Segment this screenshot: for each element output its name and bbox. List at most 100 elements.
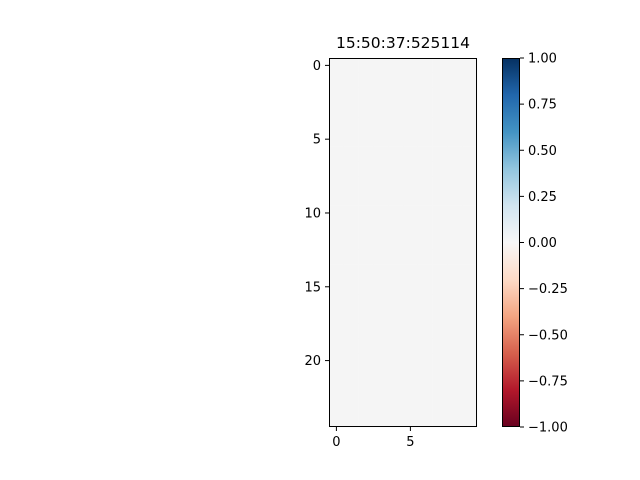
heatmap-cell (358, 146, 374, 162)
heatmap-cell (343, 294, 359, 310)
heatmap-cell (432, 264, 448, 280)
heatmap-cell (343, 249, 359, 265)
heatmap-cell (358, 294, 374, 310)
colorbar-tick-label: 0.50 (528, 144, 557, 159)
heatmap-cell (403, 117, 419, 133)
heatmap-cell (343, 279, 359, 295)
heatmap-cell (388, 190, 404, 206)
heatmap-cell (403, 279, 419, 295)
heatmap-cell (343, 382, 359, 398)
heatmap-cell (447, 102, 463, 118)
heatmap-cell (403, 264, 419, 280)
heatmap-cell (388, 131, 404, 147)
heatmap-cell (447, 235, 463, 251)
heatmap-cell (329, 102, 345, 118)
heatmap-cell (358, 382, 374, 398)
heatmap-cell (329, 58, 345, 74)
heatmap-cell (358, 190, 374, 206)
heatmap-cell (358, 367, 374, 384)
heatmap-cell (417, 176, 433, 192)
heatmap-cell (373, 382, 389, 398)
heatmap-cell (358, 102, 374, 118)
chart-title: 15:50:37:525114 (336, 34, 470, 52)
heatmap-cell (343, 161, 359, 177)
y-tick-label: 5 (313, 133, 321, 148)
heatmap-cell (329, 72, 345, 88)
heatmap-cell (462, 117, 478, 133)
heatmap-cell (329, 249, 345, 265)
heatmap-cell (462, 367, 478, 384)
heatmap-cell (358, 205, 374, 221)
colorbar-tick-label: −1.00 (528, 421, 568, 436)
heatmap-cell (432, 58, 448, 74)
heatmap-cell (462, 176, 478, 192)
heatmap-cell (388, 323, 404, 339)
heatmap-cell (388, 264, 404, 280)
heatmap-cells (329, 58, 478, 428)
heatmap-cell (417, 367, 433, 384)
heatmap-cell (343, 264, 359, 280)
heatmap-cell (358, 308, 374, 324)
heatmap-cell (388, 235, 404, 251)
colorbar-frame (502, 58, 520, 427)
heatmap-cell (388, 353, 404, 369)
colorbar-tick-label: 1.00 (528, 52, 557, 67)
heatmap-cell (373, 397, 389, 413)
heatmap-cell (388, 102, 404, 118)
heatmap-cell (403, 235, 419, 251)
heatmap-cell (329, 397, 345, 413)
heatmap-cell (417, 146, 433, 162)
heatmap-cell (373, 308, 389, 324)
heatmap-cell (462, 412, 478, 428)
heatmap-cell (447, 308, 463, 324)
heatmap-cell (403, 146, 419, 162)
heatmap-cell (373, 87, 389, 103)
heatmap-cell (388, 308, 404, 324)
heatmap-cell (447, 367, 463, 384)
heatmap-cell (432, 367, 448, 384)
y-tick-label: 15 (304, 280, 321, 295)
heatmap-cell (343, 72, 359, 88)
heatmap-cell (403, 220, 419, 236)
heatmap-cell (462, 190, 478, 206)
y-tick-label: 0 (313, 59, 321, 74)
heatmap-cell (403, 353, 419, 369)
heatmap-cell (447, 249, 463, 265)
heatmap-cell (329, 146, 345, 162)
heatmap-cell (417, 397, 433, 413)
heatmap-cell (343, 58, 359, 74)
heatmap-cell (373, 117, 389, 133)
heatmap-cell (462, 102, 478, 118)
heatmap-cell (417, 72, 433, 88)
heatmap-cell (388, 117, 404, 133)
heatmap-cell (373, 249, 389, 265)
heatmap-cell (358, 338, 374, 354)
heatmap-cell (343, 176, 359, 192)
heatmap-cell (343, 102, 359, 118)
heatmap-cell (343, 338, 359, 354)
heatmap-cell (388, 176, 404, 192)
heatmap-cell (462, 294, 478, 310)
heatmap-cell (462, 87, 478, 103)
heatmap-cell (388, 87, 404, 103)
heatmap-cell (329, 338, 345, 354)
heatmap-cell (388, 58, 404, 74)
heatmap-cell (462, 220, 478, 236)
heatmap-cell (358, 131, 374, 147)
heatmap-cell (403, 397, 419, 413)
heatmap-cell (373, 264, 389, 280)
heatmap-cell (417, 264, 433, 280)
heatmap-cell (417, 161, 433, 177)
heatmap-cell (462, 146, 478, 162)
y-tick-label: 20 (304, 354, 321, 369)
heatmap-cell (343, 87, 359, 103)
heatmap-cell (343, 131, 359, 147)
heatmap-cell (403, 412, 419, 428)
heatmap-cell (403, 367, 419, 384)
heatmap-cell (329, 308, 345, 324)
colorbar-axis: 1.00 0.75 0.50 0.25 0.00 −0.25 −0.50 −0.75 −1.00 (520, 52, 568, 436)
heatmap-cell (462, 353, 478, 369)
heatmap-cell (447, 117, 463, 133)
heatmap-cell (373, 353, 389, 369)
